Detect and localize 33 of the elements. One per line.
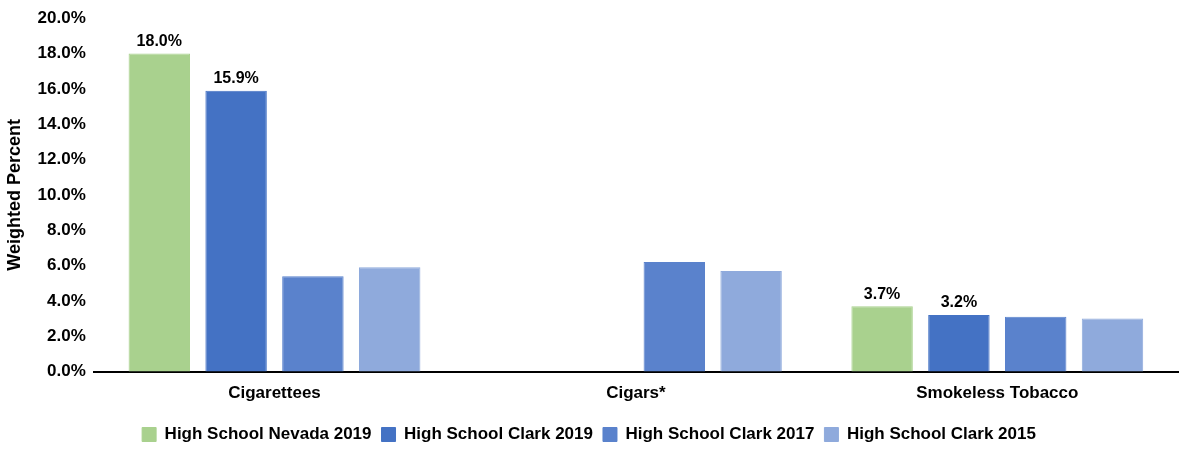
y-tick-label: 2.0% [47, 325, 86, 345]
y-tick-label: 20.0% [37, 7, 86, 27]
bar [128, 53, 191, 372]
legend-label: High School Clark 2015 [846, 424, 1036, 444]
bar [282, 276, 344, 372]
x-tick-label: Cigars* [606, 383, 667, 403]
y-tick-label: 6.0% [47, 255, 86, 275]
bar [720, 270, 782, 372]
y-tick-label: 16.0% [37, 78, 86, 98]
bar [1081, 318, 1144, 372]
bar [358, 267, 421, 372]
data-label: 15.9% [213, 69, 259, 87]
data-label: 3.2% [940, 293, 978, 311]
legend-label: High School Clark 2019 [404, 424, 593, 444]
x-tick-label: Smokeless Tobacco [916, 383, 1079, 403]
y-tick-label: 10.0% [37, 184, 86, 204]
bar [851, 306, 913, 372]
y-tick-label: 8.0% [47, 219, 86, 239]
y-tick-label: 12.0% [37, 149, 86, 169]
data-label: 3.7% [863, 284, 901, 302]
y-axis-title: Weighted Percent [3, 119, 24, 271]
data-label: 18.0% [136, 31, 182, 49]
y-tick-label: 0.0% [47, 361, 86, 381]
legend-label: High School Nevada 2019 [164, 424, 372, 444]
legend-label: High School Clark 2017 [625, 424, 815, 444]
bar [643, 262, 706, 372]
bar [928, 315, 990, 372]
x-tick-label: Cigarettees [228, 383, 321, 403]
y-tick-label: 4.0% [47, 290, 86, 310]
bar [1004, 316, 1067, 372]
y-tick-label: 18.0% [37, 43, 86, 63]
y-tick-label: 14.0% [37, 113, 86, 133]
bar [205, 90, 267, 372]
